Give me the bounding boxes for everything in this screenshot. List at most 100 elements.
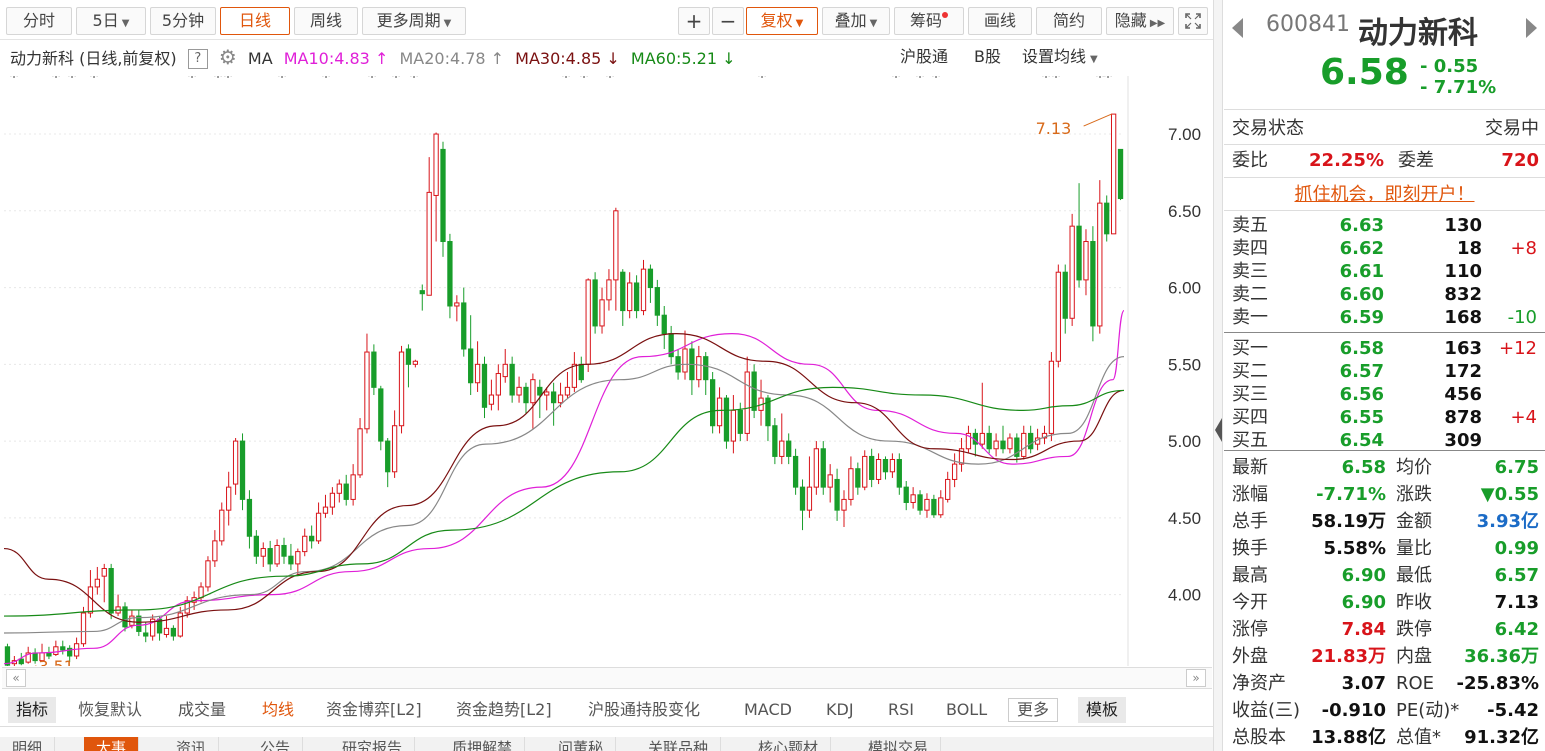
orderbook-row[interactable]: 卖二 6.60 832 <box>1224 283 1545 306</box>
event-marker-icon: ✱ <box>409 76 419 81</box>
orderbook-row[interactable]: 卖四 6.62 18 +8 <box>1224 237 1545 260</box>
orderbook-price: 6.60 <box>1339 284 1384 305</box>
gear-icon[interactable]: ⚙ <box>218 45 237 69</box>
link-bshare[interactable]: B股 <box>974 47 1001 66</box>
fullscreen-button[interactable] <box>1178 7 1208 35</box>
indicator-kdj[interactable]: KDJ <box>826 700 854 719</box>
panel-splitter[interactable] <box>1213 0 1223 751</box>
candle-body <box>25 652 31 663</box>
zoom-in-button[interactable]: + <box>678 7 710 35</box>
indicator-template[interactable]: 模板 <box>1078 697 1127 723</box>
candle-body <box>53 646 59 655</box>
candle-body <box>779 440 785 457</box>
orderbook-row[interactable]: 卖三 6.61 110 <box>1224 260 1545 283</box>
tab-sim-trade[interactable]: 模拟交易 <box>856 737 942 751</box>
tab-announcements[interactable]: 公告 <box>248 737 304 751</box>
indicator-hgt-holdings[interactable]: 沪股通持股变化 <box>588 700 701 719</box>
overlay-button[interactable]: 叠加 ▼ <box>822 7 890 35</box>
indicator-rsi[interactable]: RSI <box>888 700 914 719</box>
tab-5day[interactable]: 5日 ▼ <box>76 7 146 35</box>
tab-intraday[interactable]: 分时 <box>6 7 72 35</box>
y-tick-label: 7.00 <box>1168 125 1201 144</box>
candle-body <box>862 455 868 488</box>
link-set-ma[interactable]: 设置均线 ▼ <box>1022 47 1098 66</box>
candle-body <box>875 459 882 480</box>
candle-body <box>869 455 875 480</box>
arrow-down-icon: ↓ <box>606 49 620 68</box>
stat-label: 涨跌 <box>1396 484 1432 505</box>
kline-chart[interactable]: 7.006.506.005.505.004.504.00✱✱✱✱✱✱✱✱✱✱✱✱… <box>0 76 1213 666</box>
tab-events[interactable]: 大事 <box>84 737 140 751</box>
candle-body <box>488 394 495 405</box>
indicator-boll[interactable]: BOLL <box>946 700 988 719</box>
event-marker-icon: ✱ <box>277 76 287 81</box>
indicator-macd[interactable]: MACD <box>744 700 792 719</box>
orderbook-price: 6.54 <box>1339 430 1384 451</box>
tab-5min[interactable]: 5分钟 <box>150 7 216 35</box>
chart-scrollbar[interactable]: « » <box>2 667 1212 689</box>
candle-body <box>1104 202 1110 235</box>
orderbook-row[interactable]: 买二 6.57 172 <box>1224 360 1545 383</box>
event-marker-icon: ✱ <box>561 76 571 81</box>
scroll-left-button[interactable]: « <box>6 669 26 687</box>
stat-label: 收益(三) <box>1232 700 1301 721</box>
stat-row: 今开 6.90 昨收 7.13 <box>1224 591 1545 614</box>
draw-button[interactable]: 画线 <box>968 7 1032 35</box>
orderbook-volume: 163 <box>1444 338 1482 359</box>
candle-body <box>481 363 488 408</box>
high-annotation-line <box>1083 113 1112 127</box>
indicator-tab[interactable]: 指标 <box>8 697 57 723</box>
next-stock-icon[interactable] <box>1526 18 1537 38</box>
indicator-fund-trend[interactable]: 资金趋势[L2] <box>456 700 552 719</box>
indicator-restore-default[interactable]: 恢复默认 <box>78 700 143 719</box>
help-button[interactable]: ? <box>187 49 208 69</box>
link-hugutong[interactable]: 沪股通 <box>900 47 949 66</box>
candle-body <box>889 459 896 473</box>
open-account-link[interactable]: 抓住机会，即刻开户！ <box>1294 184 1475 205</box>
orderbook-level: 卖三 <box>1232 261 1268 282</box>
tab-ask-secretary[interactable]: 问董秘 <box>546 737 617 751</box>
orderbook-row[interactable]: 买五 6.54 309 <box>1224 429 1545 452</box>
simple-button[interactable]: 简约 <box>1036 7 1102 35</box>
collapse-arrow-icon[interactable] <box>1215 418 1222 442</box>
candle-body <box>419 290 425 295</box>
candle-body <box>336 483 342 494</box>
tab-pledge[interactable]: 质押解禁 <box>440 737 526 751</box>
orderbook-row[interactable]: 卖一 6.59 168 -10 <box>1224 306 1545 329</box>
scroll-right-button[interactable]: » <box>1186 669 1206 687</box>
tab-weekly[interactable]: 周线 <box>294 7 358 35</box>
candle-body <box>1007 437 1013 450</box>
orderbook-row[interactable]: 买四 6.55 878 +4 <box>1224 406 1545 429</box>
candle-body <box>993 440 999 450</box>
tab-research[interactable]: 研究报告 <box>330 737 416 751</box>
orderbook-row[interactable]: 买一 6.58 163 +12 <box>1224 337 1545 360</box>
arrow-down-icon: ↓ <box>722 49 736 68</box>
high-annotation: 7.13 <box>1036 119 1072 138</box>
adjust-button[interactable]: 复权 ▼ <box>746 7 818 35</box>
candle-body <box>108 567 114 614</box>
candle-body <box>806 486 813 511</box>
stat-label: 今开 <box>1232 592 1268 613</box>
indicator-volume[interactable]: 成交量 <box>178 700 227 719</box>
candle-body <box>716 397 723 427</box>
orderbook-price: 6.56 <box>1339 384 1384 405</box>
orderbook-row[interactable]: 买三 6.56 456 <box>1224 383 1545 406</box>
tab-detail[interactable]: 明细 <box>0 737 56 751</box>
candle-body <box>398 351 405 427</box>
indicator-more[interactable]: 更多 <box>1008 698 1059 722</box>
ma10-line <box>3 309 1125 665</box>
indicator-ma[interactable]: 均线 <box>262 700 295 719</box>
tab-news[interactable]: 资讯 <box>164 737 220 751</box>
candle-body <box>94 578 100 588</box>
tab-more-periods[interactable]: 更多周期 ▼ <box>362 7 466 35</box>
prev-stock-icon[interactable] <box>1232 18 1243 38</box>
zoom-out-button[interactable]: − <box>712 7 744 35</box>
orderbook-row[interactable]: 卖五 6.63 130 <box>1224 214 1545 237</box>
tab-related[interactable]: 关联品种 <box>636 737 722 751</box>
indicator-fund-game[interactable]: 资金博弈[L2] <box>326 700 422 719</box>
chips-button[interactable]: 筹码 <box>894 7 964 35</box>
hide-button[interactable]: 隐藏 ▶▶ <box>1106 7 1174 35</box>
tab-daily[interactable]: 日线 <box>220 7 290 35</box>
ma-legend: 动力新科 (日线,前复权) ? ⚙ MA MA10:4.83 ↑ MA20:4.… <box>10 44 742 70</box>
tab-core-theme[interactable]: 核心题材 <box>746 737 832 751</box>
